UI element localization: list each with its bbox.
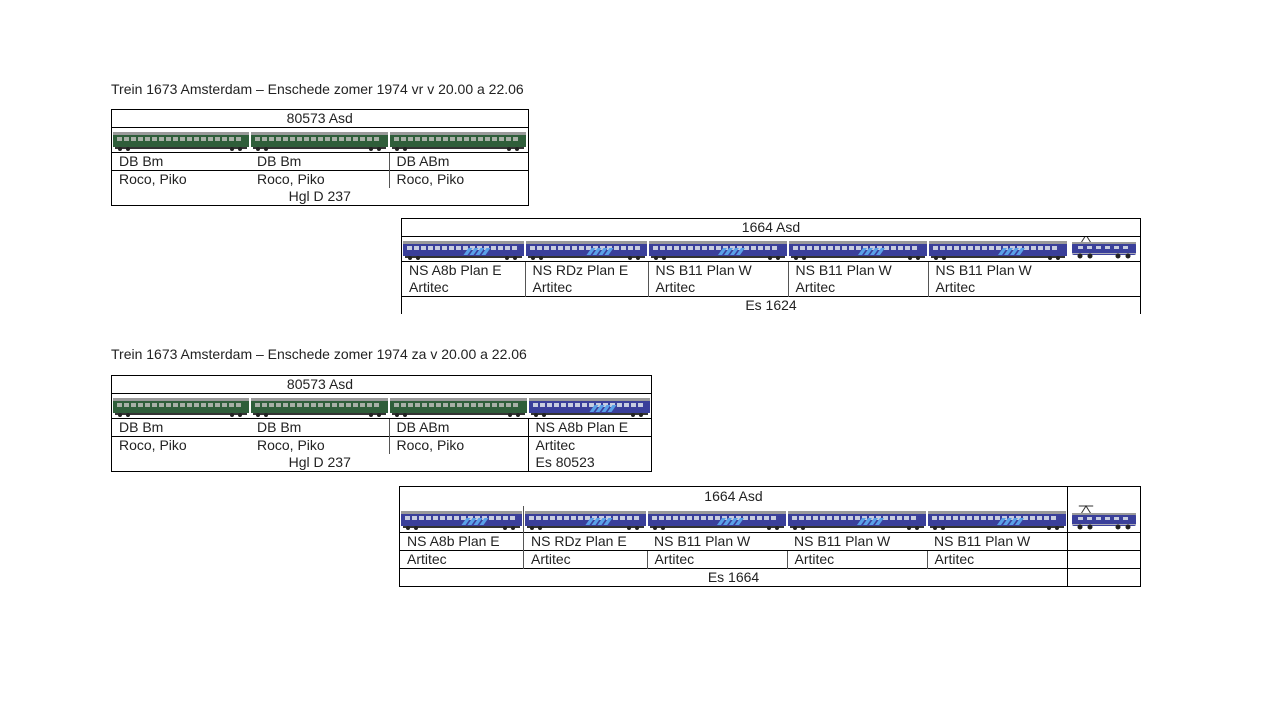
car-maker: Artitec xyxy=(527,436,652,454)
car-maker: Roco, Piko xyxy=(250,170,389,188)
coach-image-blue xyxy=(788,236,928,262)
car-maker: Artitec xyxy=(401,279,525,297)
coach-image-green xyxy=(389,127,529,153)
car-maker: Artitec xyxy=(786,550,927,569)
car-maker: Roco, Piko xyxy=(111,170,250,188)
car-type: NS B11 Plan W xyxy=(647,532,787,551)
coach-image-blue xyxy=(523,505,647,533)
consist-header: 80573 Asd xyxy=(111,109,529,128)
coach-image-blue xyxy=(528,393,652,419)
car-maker: Artitec xyxy=(523,550,647,569)
car-type: NS RDz Plan E xyxy=(524,261,648,279)
coach-image-blue xyxy=(399,505,524,533)
car-maker: Artitec xyxy=(399,550,524,569)
car-type: DB Bm xyxy=(250,152,389,171)
coach-image-green xyxy=(250,393,389,419)
consist-header: 80573 Asd xyxy=(111,375,528,394)
coach-image-blue xyxy=(648,236,788,262)
coach-image-green xyxy=(111,127,250,153)
coach-image-blue xyxy=(787,506,927,533)
car-maker: Artitec xyxy=(524,279,648,297)
section-1-title: Trein 1673 Amsterdam – Enschede zomer 19… xyxy=(111,81,524,97)
coach-image-green xyxy=(250,127,389,153)
car-type: NS B11 Plan W xyxy=(787,261,928,279)
car-type: NS RDz Plan E xyxy=(523,532,647,551)
car-type: DB ABm xyxy=(388,152,529,171)
car-maker: Artitec xyxy=(926,550,1068,569)
coach-image-blue xyxy=(525,236,648,262)
section-1-upper-consist: 80573 Asd DB Bm DB Bm DB ABm Roco, Piko … xyxy=(111,109,529,206)
car-type: DB Bm xyxy=(250,418,389,437)
section-2-upper-consist: 80573 Asd DB Bm DB Bm DB ABm NS A8b Plan… xyxy=(111,375,652,472)
electric-locomotive-icon xyxy=(1068,236,1141,262)
car-maker: Artitec xyxy=(647,279,788,297)
car-type: NS A8b Plan E xyxy=(401,261,525,279)
car-maker: Artitec xyxy=(787,279,928,297)
car-maker: Artitec xyxy=(927,279,1068,297)
car-maker: Roco, Piko xyxy=(111,436,250,454)
consist-footer: Hgl D 237 xyxy=(111,188,529,206)
car-type: DB ABm xyxy=(388,418,528,437)
section-2-title: Trein 1673 Amsterdam – Enschede zomer 19… xyxy=(111,346,527,362)
car-type: NS B11 Plan W xyxy=(927,261,1068,279)
consist-footer: Es 1664 xyxy=(399,568,1068,587)
electric-locomotive-icon xyxy=(1067,486,1141,533)
consist-footer: Es 80523 xyxy=(527,454,652,472)
car-type: NS B11 Plan W xyxy=(787,532,927,551)
car-type: NS B11 Plan W xyxy=(647,261,788,279)
consist-footer: Hgl D 237 xyxy=(111,454,528,472)
consist-header: 1664 Asd xyxy=(399,485,1068,506)
section-2-lower-consist: 1664 Asd NS A8b Plan E NS RDz Plan E NS … xyxy=(399,485,1141,587)
coach-image-blue xyxy=(647,506,787,533)
car-type: NS B11 Plan W xyxy=(927,532,1068,551)
coach-image-green xyxy=(389,393,528,419)
car-maker: Roco, Piko xyxy=(250,436,389,454)
car-maker: Artitec xyxy=(646,550,787,569)
consist-footer: Es 1624 xyxy=(401,296,1141,314)
coach-image-blue xyxy=(401,236,525,262)
car-type: NS A8b Plan E xyxy=(399,532,524,551)
section-1-lower-consist: 1664 Asd NS A8b Plan E NS RDz Plan E NS … xyxy=(401,218,1141,314)
coach-image-green xyxy=(111,393,250,419)
coach-image-blue xyxy=(928,236,1068,262)
coach-image-blue xyxy=(927,506,1068,533)
car-type: NS A8b Plan E xyxy=(527,418,652,437)
car-maker: Roco, Piko xyxy=(388,436,528,454)
car-type: DB Bm xyxy=(111,152,250,171)
car-maker: Roco, Piko xyxy=(388,170,529,188)
car-type: DB Bm xyxy=(111,418,250,437)
consist-header: 1664 Asd xyxy=(401,218,1141,237)
